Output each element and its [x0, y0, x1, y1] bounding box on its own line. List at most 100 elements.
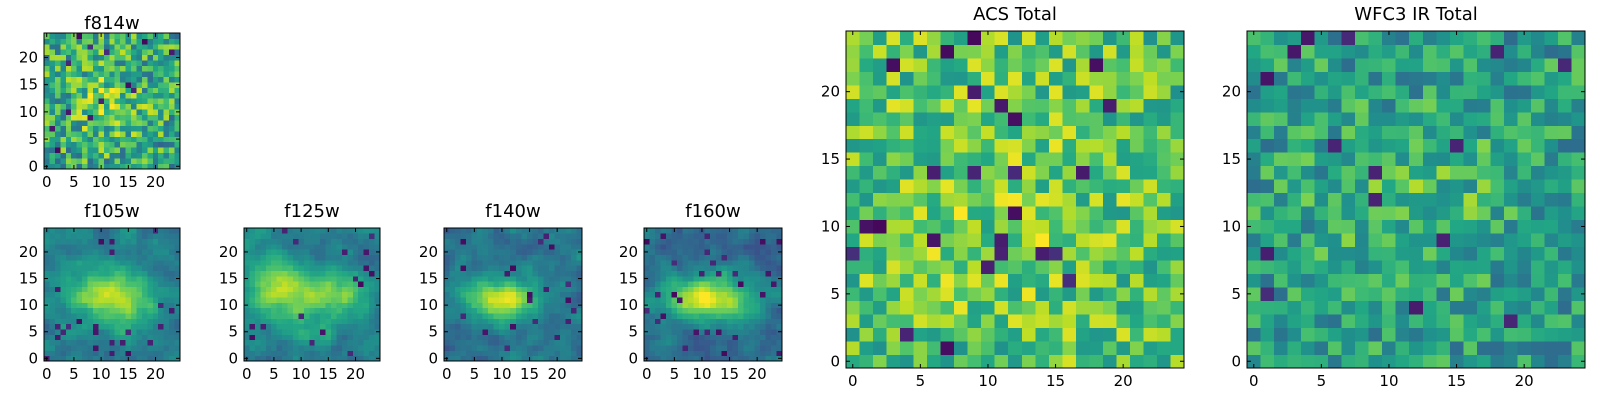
heatmap-cell: [163, 233, 170, 240]
heatmap-cell: [444, 345, 450, 351]
heatmap-cell: [1247, 111, 1261, 126]
x-tick-label: 10: [92, 365, 111, 383]
heatmap-cell: [369, 243, 375, 250]
heatmap-cell: [87, 249, 94, 255]
heatmap-cell: [743, 339, 750, 346]
heatmap-cell: [981, 57, 996, 72]
heatmap-cell: [103, 87, 110, 94]
heatmap-cell: [92, 125, 99, 132]
heatmap-cell: [1314, 314, 1329, 328]
heatmap-cell: [320, 275, 326, 282]
heatmap-cell: [44, 38, 50, 45]
heatmap-cell: [271, 323, 278, 330]
heatmap-cell: [1008, 165, 1023, 180]
heatmap-cell: [44, 114, 50, 121]
heatmap-cell: [71, 158, 78, 164]
heatmap-cell: [92, 76, 99, 83]
x-tick-label: 15: [1046, 372, 1065, 390]
heatmap-cell: [174, 141, 181, 148]
heatmap-cell: [120, 355, 126, 362]
heatmap-cell: [671, 270, 678, 277]
heatmap-cell: [913, 98, 928, 113]
heatmap-cell: [743, 281, 750, 287]
heatmap-cell: [570, 302, 577, 309]
heatmap-cell: [254, 254, 261, 261]
heatmap-cell: [1436, 71, 1451, 86]
heatmap-cell: [49, 76, 56, 83]
heatmap-cell: [1409, 125, 1424, 140]
heatmap-cell: [1089, 341, 1104, 355]
heatmap-cell: [287, 249, 294, 255]
heatmap-cell: [1409, 165, 1424, 180]
x-tick-label: 5: [69, 365, 79, 383]
heatmap-cell: [1089, 179, 1104, 194]
heatmap-cell: [873, 165, 887, 180]
heatmap-cell: [1035, 219, 1050, 234]
heatmap-cell: [1260, 219, 1275, 234]
heatmap-cell: [87, 307, 94, 314]
heatmap-cell: [1544, 273, 1559, 288]
heatmap-cell: [743, 228, 750, 234]
heatmap-cell: [109, 265, 116, 271]
heatmap-cell: [169, 163, 175, 170]
heatmap-cell: [1021, 44, 1036, 59]
heatmap-cell: [1089, 246, 1104, 261]
heatmap-cell: [1274, 165, 1288, 180]
heatmap-cell: [682, 302, 689, 309]
heatmap-cell: [576, 286, 583, 293]
heatmap-cell: [1156, 31, 1171, 45]
heatmap-cell: [466, 313, 472, 319]
heatmap-cell: [320, 259, 326, 266]
heatmap-cell: [309, 339, 316, 346]
heatmap-cell: [325, 238, 332, 245]
heatmap-cell: [688, 281, 695, 287]
heatmap-cell: [1170, 152, 1185, 167]
heatmap-cell: [526, 291, 533, 298]
heatmap-cell: [152, 323, 159, 330]
heatmap-cell: [244, 318, 250, 325]
heatmap-cell: [1287, 111, 1302, 126]
heatmap-cell: [693, 323, 700, 330]
heatmap-cell: [87, 355, 94, 362]
heatmap-cell: [141, 228, 148, 234]
heatmap-cell: [660, 249, 667, 255]
heatmap-cell: [1301, 246, 1315, 261]
heatmap-cell: [147, 163, 154, 170]
heatmap-cell: [532, 270, 539, 277]
heatmap-cell: [548, 281, 555, 287]
heatmap-cell: [1116, 71, 1131, 86]
heatmap-cell: [320, 291, 326, 298]
heatmap-cell: [347, 339, 354, 346]
heatmap-cell: [76, 313, 83, 319]
heatmap-cell: [292, 323, 299, 330]
heatmap-cell: [493, 238, 500, 245]
heatmap-cell: [1035, 179, 1050, 194]
heatmap-cell: [1422, 246, 1437, 261]
heatmap-cell: [109, 345, 116, 351]
heatmap-cell: [510, 323, 517, 330]
heatmap-cell: [347, 291, 354, 298]
heatmap-cell: [141, 334, 148, 341]
heatmap-cell: [169, 334, 175, 341]
heatmap-cell: [125, 286, 132, 293]
heatmap-cell: [92, 141, 99, 148]
heatmap-cell: [169, 109, 175, 115]
heatmap-cell: [60, 323, 67, 330]
heatmap-cell: [859, 206, 874, 221]
heatmap-cell: [60, 38, 67, 45]
heatmap-cell: [60, 65, 67, 72]
heatmap-cell: [276, 233, 283, 240]
heatmap-cell: [554, 286, 561, 293]
heatmap-cell: [54, 323, 61, 330]
heatmap-cell: [715, 339, 722, 346]
heatmap-cell: [169, 49, 175, 56]
heatmap-cell: [704, 329, 711, 335]
heatmap-cell: [1476, 111, 1491, 126]
heatmap-cell: [76, 281, 83, 287]
heatmap-cell: [131, 243, 137, 250]
heatmap-cell: [152, 87, 159, 94]
heatmap-cell: [303, 291, 310, 298]
heatmap-cell: [754, 243, 761, 250]
heatmap-cell: [1260, 287, 1275, 301]
